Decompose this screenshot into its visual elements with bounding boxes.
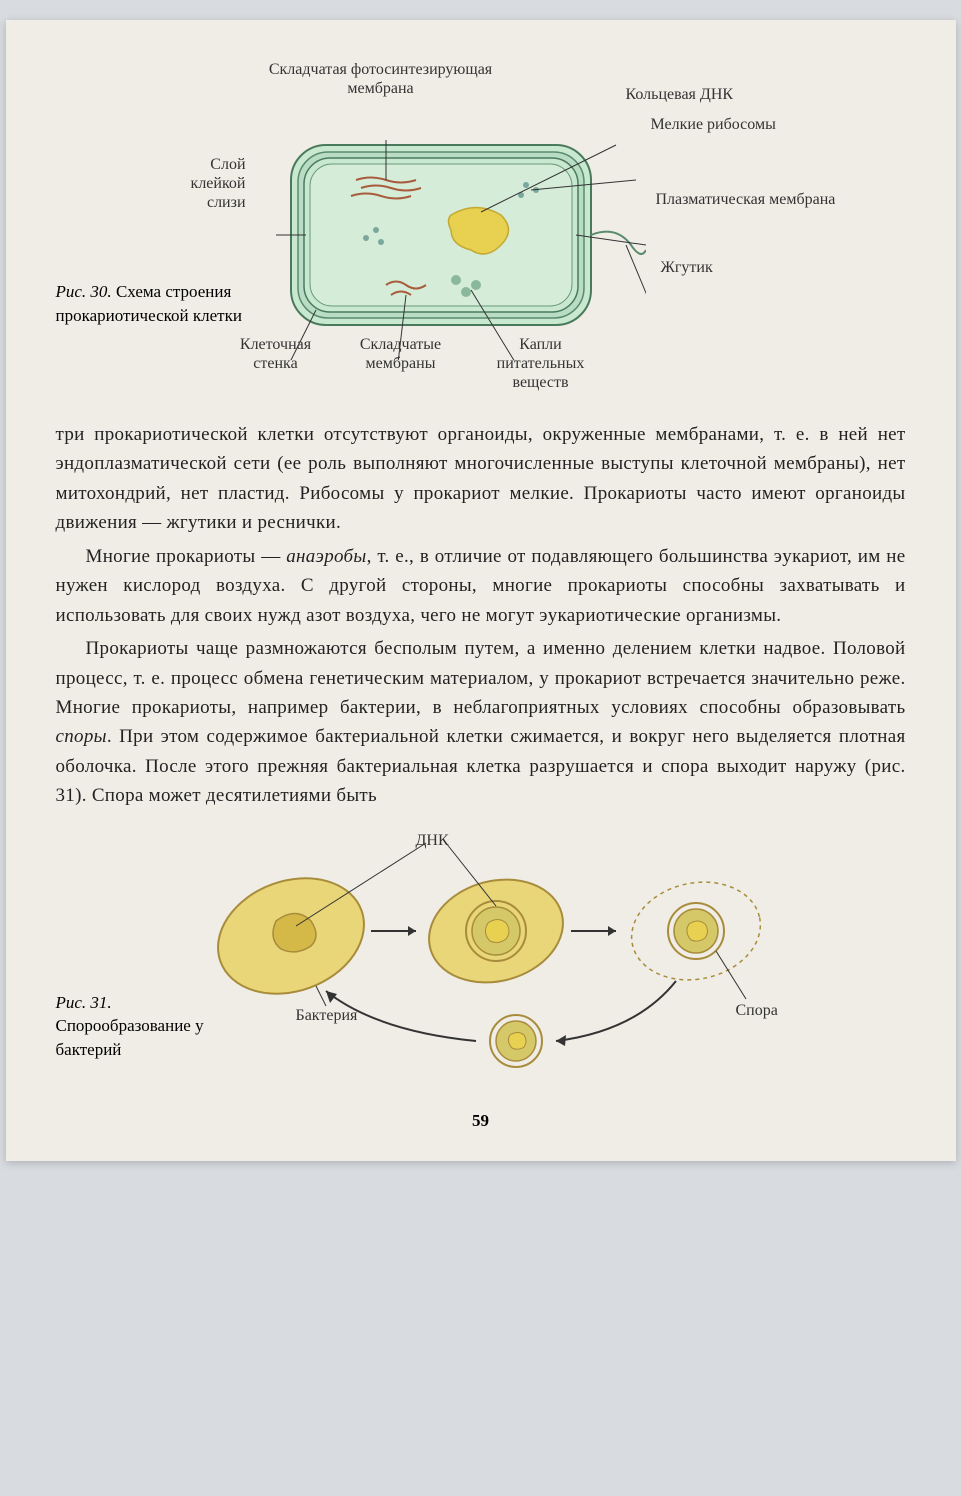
- label-ribosomes: Мелкие рибосомы: [651, 115, 776, 134]
- prokaryote-cell-diagram: [276, 130, 646, 360]
- paragraph-1: три прокариотической клетки отсутствуют …: [56, 420, 906, 538]
- label-plasma-membrane: Плазматическая мембрана: [656, 190, 836, 209]
- label-flagellum: Жгутик: [661, 258, 713, 277]
- textbook-page: Складчатая фотосинтезирующая мембрана Ко…: [6, 20, 956, 1161]
- page-number: 59: [56, 1111, 906, 1131]
- label-circular-dna: Кольцевая ДНК: [626, 85, 734, 104]
- label-slime: Слой клейкой слизи: [166, 155, 246, 213]
- label-photo-membrane: Складчатая фотосинтезирующая мембрана: [241, 60, 521, 98]
- figure-30-caption: Рис. 30. Схема строения прокариотической…: [56, 280, 256, 328]
- paragraph-2: Многие прокариоты — анаэробы, т. е., в о…: [56, 542, 906, 630]
- body-text: три прокариотической клетки отсутствуют …: [56, 420, 906, 811]
- figure-31: ДНК Бактерия Спора: [56, 831, 906, 1091]
- figure-30: Складчатая фотосинтезирующая мембрана Ко…: [56, 60, 906, 400]
- figure-31-caption: Рис. 31. Спорообразование у бактерий: [56, 991, 216, 1062]
- paragraph-3: Прокариоты чаще размножаются бесполым пу…: [56, 634, 906, 811]
